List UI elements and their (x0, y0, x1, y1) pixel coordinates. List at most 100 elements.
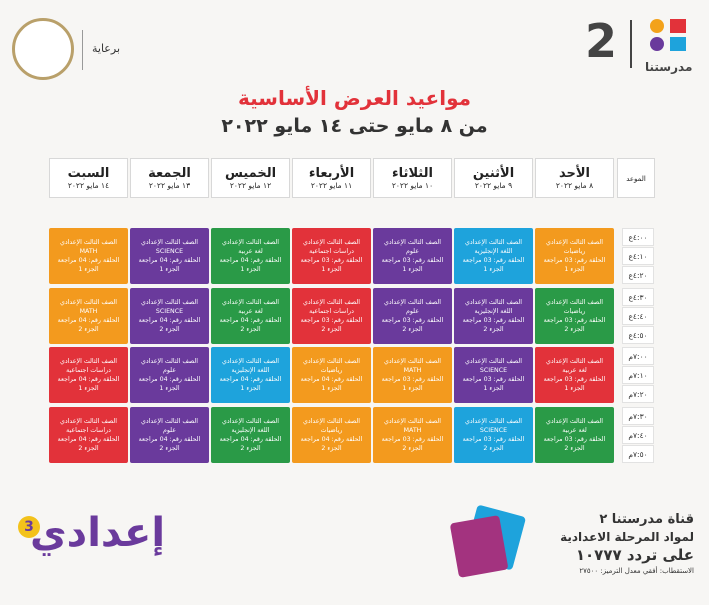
cell-grade: الصف الثالث الإعدادي (221, 358, 280, 365)
time-slot: ٧:٥٠م (622, 444, 654, 463)
program-cell: الصف الثالث الإعدادي MATH الحلقة رقم: 03 م… (373, 347, 452, 403)
cell-episode: الحلقة رقم: 03 مراجعة (543, 257, 606, 264)
cell-part: الجزء 2 (159, 325, 180, 333)
time-slot: ٤:٥٠ع (622, 325, 654, 344)
program-cell: الصف الثالث الإعدادي SCIENCE الحلقة رقم: 0… (130, 228, 209, 284)
day-date: ١٣ مايو ٢٠٢٢ (148, 181, 191, 190)
time-slot: ٤:٢٠ع (622, 266, 654, 284)
footer-line2: لمواد المرحلة الاعدادية (560, 530, 694, 544)
day-name: الخميس (224, 166, 277, 181)
cell-episode: الحلقة رقم: 03 مراجعة (381, 316, 444, 324)
cell-subject: لغة عربية (238, 248, 263, 255)
cell-subject: SCIENCE (479, 367, 508, 374)
day-header: الأحد ٨ مايو ٢٠٢٢ (535, 158, 614, 198)
logo-number: 2 (585, 14, 618, 68)
logo-divider (630, 20, 632, 68)
cell-grade: الصف الثالث الإعدادي (221, 417, 280, 425)
program-cell: الصف الثالث الإعدادي دراسات اجتماعية الحلق… (49, 406, 128, 463)
program-cell: الصف الثالث الإعدادي MATH الحلقة رقم: 03 م… (373, 406, 452, 463)
cell-part: الجزء 2 (321, 325, 342, 333)
program-cell: الصف الثالث الإعدادي رياضيات الحلقة رقم: 0… (535, 228, 614, 284)
footer-channel: قناة مدرستنا ٢ (599, 512, 694, 527)
day-date: ١٤ مايو ٢٠٢٢ (67, 181, 110, 190)
cell-part: الجزء 1 (483, 385, 504, 392)
cell-part: الجزء 1 (483, 266, 504, 273)
cell-episode: الحلقة رقم: 03 مراجعة (543, 435, 606, 443)
program-cell: الصف الثالث الإعدادي SCIENCE الحلقة رقم: 0… (454, 406, 533, 463)
cell-episode: الحلقة رقم: 03 مراجعة (462, 316, 525, 324)
cell-part: الجزء 1 (564, 266, 585, 273)
cell-part: الجزء 1 (240, 266, 261, 273)
cell-subject: اللغة الإنجليزية (474, 248, 513, 255)
cell-part: الجزء 2 (483, 444, 504, 452)
program-cell: الصف الثالث الإعدادي علوم الحلقة رقم: 03 م… (373, 228, 452, 284)
cell-grade: الصف الثالث الإعدادي (464, 358, 523, 365)
cell-episode: الحلقة رقم: 04 مراجعة (57, 257, 120, 264)
cell-grade: الصف الثالث الإعدادي (383, 298, 442, 306)
cell-grade: الصف الثالث الإعدادي (545, 417, 604, 425)
cell-grade: الصف الثالث الإعدادي (302, 298, 361, 306)
cell-subject: علوم (163, 426, 176, 434)
program-cell: الصف الثالث الإعدادي رياضيات الحلقة رقم: 0… (535, 287, 614, 344)
cell-grade: الصف الثالث الإعدادي (140, 358, 199, 365)
day-name: الجمعة (148, 166, 191, 181)
cell-part: الجزء 2 (402, 325, 423, 333)
cell-subject: MATH (79, 307, 98, 315)
cell-subject: MATH (403, 426, 422, 434)
cell-episode: الحلقة رقم: 04 مراجعة (57, 316, 120, 324)
cell-episode: الحلقة رقم: 03 مراجعة (300, 316, 363, 324)
cell-subject: SCIENCE (155, 248, 184, 255)
day-header: الثلاثاء ١٠ مايو ٢٠٢٢ (373, 158, 452, 198)
program-cell: الصف الثالث الإعدادي لغة عربية الحلقة رقم:… (211, 228, 290, 284)
cell-part: الجزء 2 (402, 444, 423, 452)
cell-grade: الصف الثالث الإعدادي (545, 298, 604, 306)
cell-episode: الحلقة رقم: 03 مراجعة (381, 435, 444, 443)
cell-subject: اللغة الإنجليزية (231, 426, 270, 434)
cell-subject: دراسات اجتماعية (309, 248, 354, 255)
footer-brand-number: 3 (18, 516, 40, 538)
cell-episode: الحلقة رقم: 04 مراجعة (300, 376, 363, 383)
cell-subject: رياضيات (320, 367, 343, 374)
day-date: ٨ مايو ٢٠٢٢ (555, 181, 594, 190)
program-cell: الصف الثالث الإعدادي اللغة الإنجليزية الحل… (211, 347, 290, 403)
cell-subject: رياضيات (320, 426, 343, 434)
program-cell: الصف الثالث الإعدادي MATH الحلقة رقم: 04 م… (49, 228, 128, 284)
cell-grade: الصف الثالث الإعدادي (140, 239, 199, 246)
cell-episode: الحلقة رقم: 04 مراجعة (57, 435, 120, 443)
cell-grade: الصف الثالث الإعدادي (140, 298, 199, 306)
cell-part: الجزء 1 (78, 385, 99, 392)
time-slot: ٤:٣٠ع (622, 287, 654, 306)
cell-grade: الصف الثالث الإعدادي (59, 239, 118, 246)
time-header: الموعد (617, 158, 655, 198)
cell-grade: الصف الثالث الإعدادي (545, 239, 604, 246)
program-cell: الصف الثالث الإعدادي علوم الحلقة رقم: 03 م… (373, 287, 452, 344)
cell-episode: الحلقة رقم: 04 مراجعة (219, 257, 282, 264)
program-cell: الصف الثالث الإعدادي اللغة الإنجليزية الحل… (454, 287, 533, 344)
cell-subject: اللغة الإنجليزية (231, 367, 270, 374)
cell-grade: الصف الثالث الإعدادي (59, 417, 118, 425)
day-header: الجمعة ١٣ مايو ٢٠٢٢ (130, 158, 209, 198)
cell-grade: الصف الثالث الإعدادي (221, 239, 280, 246)
day-date: ١٢ مايو ٢٠٢٢ (229, 181, 272, 190)
cell-part: الجزء 1 (159, 385, 180, 392)
program-cell: الصف الثالث الإعدادي SCIENCE الحلقة رقم: 0… (454, 347, 533, 403)
cell-grade: الصف الثالث الإعدادي (383, 239, 442, 246)
cell-grade: الصف الثالث الإعدادي (464, 298, 523, 306)
cell-subject: دراسات اجتماعية (66, 367, 111, 374)
cell-grade: الصف الثالث الإعدادي (302, 417, 361, 425)
cell-part: الجزء 2 (240, 325, 261, 333)
time-slot: ٧:٤٠م (622, 425, 654, 444)
cell-part: الجزء 1 (402, 266, 423, 273)
cell-subject: لغة عربية (562, 367, 587, 374)
cell-episode: الحلقة رقم: 04 مراجعة (138, 435, 201, 443)
program-cell: الصف الثالث الإعدادي لغة عربية الحلقة رقم:… (535, 406, 614, 463)
day-name: السبت (67, 166, 110, 181)
cell-subject: علوم (163, 367, 176, 374)
day-date: ١١ مايو ٢٠٢٢ (310, 181, 353, 190)
cell-episode: الحلقة رقم: 04 مراجعة (138, 316, 201, 324)
cell-grade: الصف الثالث الإعدادي (221, 298, 280, 306)
cell-episode: الحلقة رقم: 03 مراجعة (462, 435, 525, 443)
cell-episode: الحلقة رقم: 04 مراجعة (219, 316, 282, 324)
cell-episode: الحلقة رقم: 04 مراجعة (57, 376, 120, 383)
cell-subject: SCIENCE (479, 426, 508, 434)
